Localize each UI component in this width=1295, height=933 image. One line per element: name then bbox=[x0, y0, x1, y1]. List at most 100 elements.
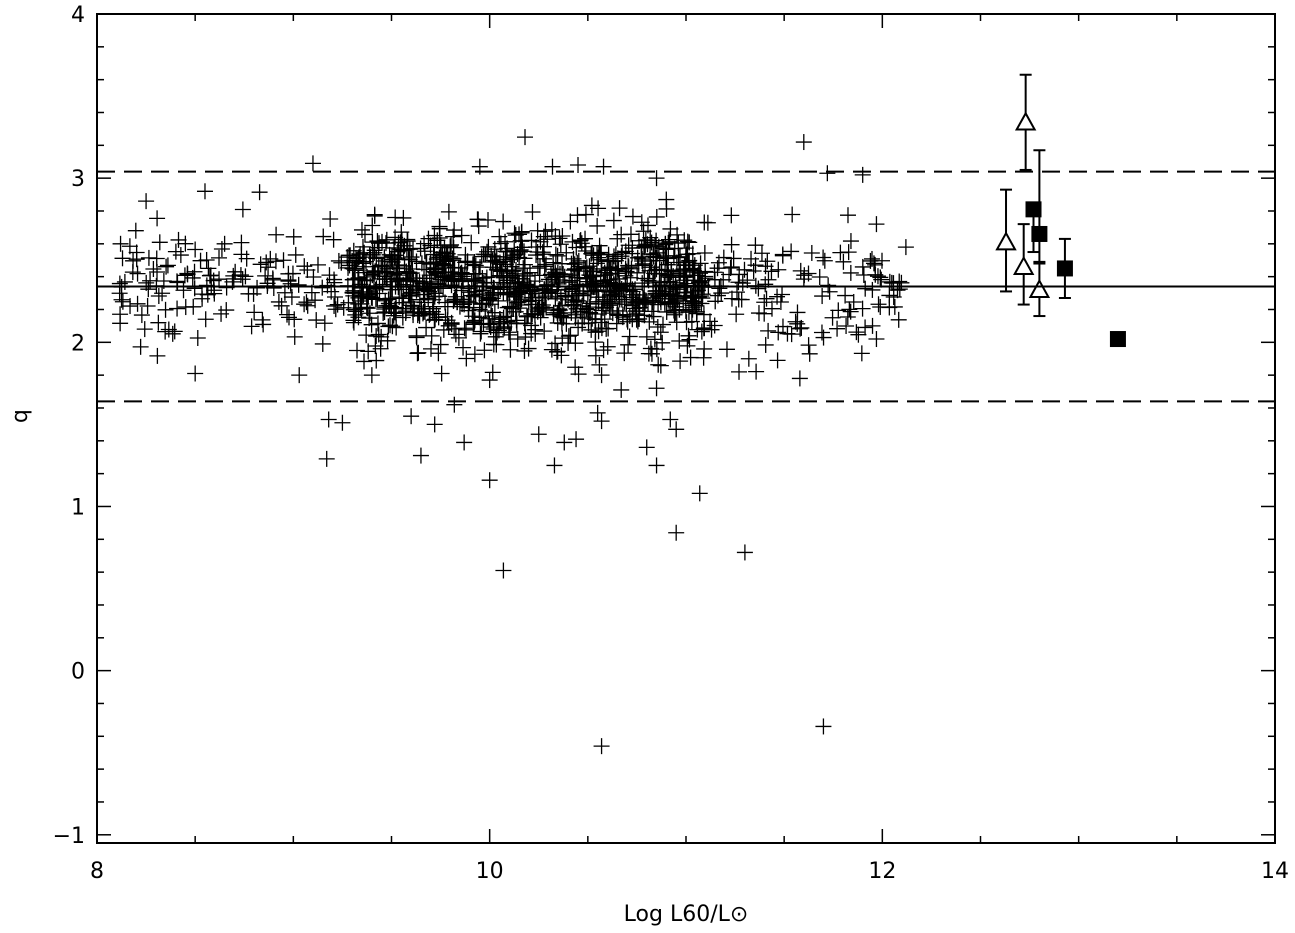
plus-point bbox=[731, 363, 748, 380]
plus-point bbox=[648, 341, 665, 358]
square-point bbox=[1031, 225, 1048, 242]
plus-point bbox=[481, 372, 498, 389]
plus-point bbox=[647, 262, 664, 279]
x-tick-label: 14 bbox=[1261, 859, 1289, 884]
plus-point bbox=[348, 303, 365, 320]
plus-point bbox=[671, 248, 688, 265]
plus-point bbox=[803, 244, 820, 261]
plus-point bbox=[648, 380, 665, 397]
plus-point bbox=[430, 345, 447, 362]
plus-point bbox=[373, 328, 390, 345]
square-point bbox=[1056, 260, 1073, 277]
plus-point bbox=[697, 263, 714, 280]
plus-point bbox=[662, 411, 679, 428]
plus-point bbox=[534, 300, 551, 317]
plus-point bbox=[648, 457, 665, 474]
plus-point bbox=[675, 261, 692, 278]
plus-point bbox=[549, 247, 566, 264]
plus-point bbox=[128, 244, 145, 261]
triangle-point bbox=[1014, 111, 1037, 131]
plus-point bbox=[318, 450, 335, 467]
plus-point bbox=[368, 352, 385, 369]
plus-point bbox=[793, 319, 810, 336]
plus-point bbox=[695, 349, 712, 366]
plus-point bbox=[225, 267, 242, 284]
plus-point bbox=[393, 224, 410, 241]
plus-point bbox=[534, 246, 551, 263]
plus-point bbox=[150, 314, 167, 331]
plus-point bbox=[426, 288, 443, 305]
plus-point bbox=[520, 340, 537, 357]
plus-point bbox=[280, 271, 297, 288]
plus-point bbox=[593, 738, 610, 755]
plus-point bbox=[620, 336, 637, 353]
plus-point bbox=[502, 341, 519, 358]
plus-point bbox=[605, 212, 622, 229]
plus-point bbox=[684, 288, 701, 305]
plus-point bbox=[650, 288, 667, 305]
plus-point bbox=[157, 301, 174, 318]
plus-point bbox=[546, 457, 563, 474]
plus-point bbox=[530, 426, 547, 443]
plus-point bbox=[588, 255, 605, 272]
plus-point bbox=[585, 263, 602, 280]
plus-point bbox=[842, 233, 859, 250]
plus-point bbox=[544, 158, 561, 175]
plus-point bbox=[158, 258, 175, 275]
plus-point bbox=[718, 341, 735, 358]
y-tick-label: 2 bbox=[71, 331, 85, 356]
plus-point bbox=[309, 256, 326, 273]
plus-point bbox=[363, 316, 380, 333]
plus-point bbox=[567, 359, 584, 376]
plus-point bbox=[170, 231, 187, 248]
plus-point bbox=[298, 294, 315, 311]
plus-point bbox=[254, 311, 271, 328]
plus-point bbox=[873, 271, 890, 288]
plus-point bbox=[486, 304, 503, 321]
plus-point bbox=[534, 285, 551, 302]
plus-point bbox=[426, 263, 443, 280]
plus-point bbox=[795, 271, 812, 288]
plus-point bbox=[280, 309, 297, 326]
plus-point bbox=[129, 265, 146, 282]
plus-point bbox=[848, 324, 865, 341]
plus-point bbox=[711, 280, 728, 297]
plus-point bbox=[624, 311, 641, 328]
plus-point bbox=[268, 226, 285, 243]
plus-point bbox=[378, 271, 395, 288]
plus-point bbox=[800, 337, 817, 354]
plus-point bbox=[869, 268, 886, 285]
plus-point bbox=[459, 253, 476, 270]
plus-point bbox=[607, 262, 624, 279]
plus-point bbox=[824, 309, 841, 326]
plus-point bbox=[838, 317, 855, 334]
plus-point bbox=[517, 315, 534, 332]
plus-point bbox=[512, 243, 529, 260]
plus-point bbox=[151, 234, 168, 251]
plus-point bbox=[589, 404, 606, 421]
plus-point bbox=[149, 347, 166, 364]
plus-point bbox=[605, 248, 622, 265]
plus-point bbox=[730, 291, 747, 308]
plus-point bbox=[395, 209, 412, 226]
plus-point bbox=[753, 245, 770, 262]
plus-point bbox=[614, 244, 631, 261]
plus-point bbox=[419, 280, 436, 297]
plus-point bbox=[360, 343, 377, 360]
plus-point bbox=[206, 282, 223, 299]
plus-point bbox=[366, 206, 383, 223]
plus-point bbox=[379, 260, 396, 277]
plus-point bbox=[157, 323, 174, 340]
plus-point bbox=[296, 296, 313, 313]
plus-point bbox=[815, 329, 832, 346]
plus-point bbox=[339, 249, 356, 266]
plot-marks bbox=[111, 73, 1126, 755]
plus-point bbox=[645, 248, 662, 265]
plus-point bbox=[520, 307, 537, 324]
plus-point bbox=[320, 411, 337, 428]
plus-point bbox=[566, 256, 583, 273]
plus-point bbox=[583, 321, 600, 338]
plus-point bbox=[164, 325, 181, 342]
plus-point bbox=[634, 275, 651, 292]
plus-point bbox=[686, 294, 703, 311]
